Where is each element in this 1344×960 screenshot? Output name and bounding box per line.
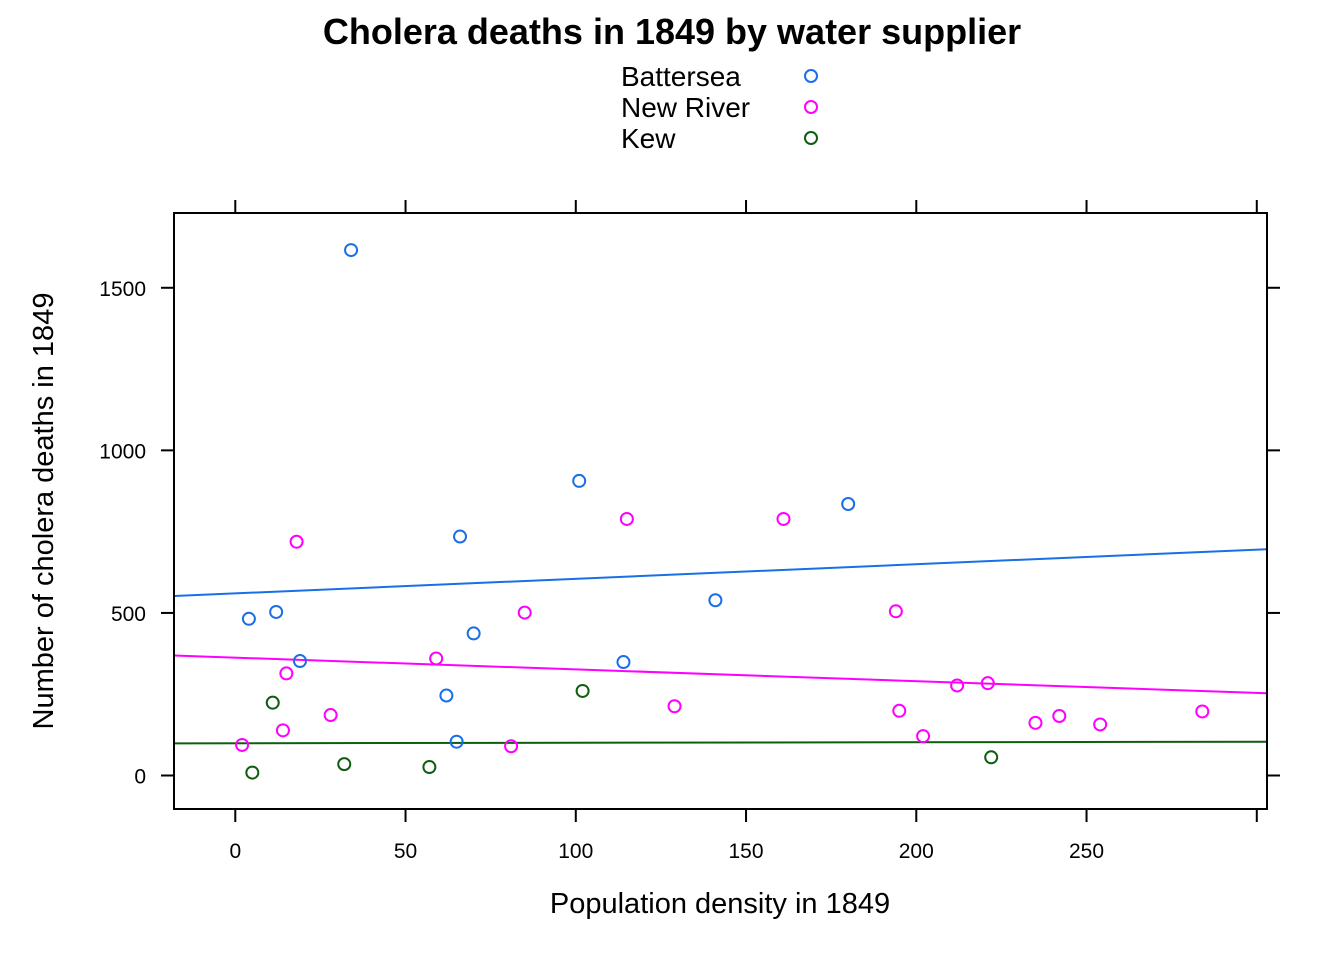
plot-frame	[173, 212, 1268, 810]
new-river-point	[235, 737, 250, 752]
axis-tick-labels: 0 50 100 150 200 250 0 500 1000 1500	[99, 278, 1104, 863]
new-river-point	[517, 605, 532, 620]
new-river-point	[888, 604, 903, 619]
new-river-point	[429, 651, 444, 666]
x-tick-label: 50	[394, 840, 417, 863]
regression-lines	[173, 548, 1268, 745]
y-axis-label: Number of cholera deaths in 1849	[28, 293, 60, 730]
x-tick-label: 0	[229, 840, 241, 863]
kew-point	[337, 757, 352, 772]
legend-label-new-river: New River	[621, 92, 750, 123]
battersea-point	[841, 497, 856, 512]
y-tick-label: 1000	[99, 440, 146, 463]
new-river-point	[619, 511, 634, 526]
new-river-point	[504, 739, 519, 754]
battersea-point	[449, 734, 464, 749]
battersea-point	[344, 243, 359, 258]
battersea-point	[453, 529, 468, 544]
new-river-point	[289, 534, 304, 549]
x-tick-label: 200	[899, 840, 934, 863]
legend-marker-kew	[804, 131, 818, 145]
battersea-point	[241, 611, 256, 626]
plot-area	[173, 243, 1268, 780]
y-tick-label: 1500	[99, 278, 146, 301]
legend-label-kew: Kew	[621, 123, 676, 154]
y-tick-label: 0	[134, 766, 146, 789]
battersea-point	[292, 654, 307, 669]
new-river-point	[323, 708, 338, 723]
kew-point	[984, 750, 999, 765]
x-tick-label: 250	[1069, 840, 1104, 863]
new-river-point	[1052, 709, 1067, 724]
legend-marker-new-river	[804, 100, 818, 114]
new-river-point	[892, 703, 907, 718]
new-river-point	[980, 676, 995, 691]
data-points	[235, 243, 1210, 780]
battersea-point	[572, 473, 587, 488]
legend-label-battersea: Battersea	[621, 61, 741, 92]
battersea-point	[269, 604, 284, 619]
new-river-point	[950, 678, 965, 693]
battersea-point	[439, 688, 454, 703]
chart-title: Cholera deaths in 1849 by water supplier	[323, 11, 1021, 52]
new-river-point	[1028, 715, 1043, 730]
legend-marker-battersea	[804, 69, 818, 83]
battersea-fit-line	[173, 548, 1268, 598]
new-river-point	[916, 729, 931, 744]
y-tick-label: 500	[111, 603, 146, 626]
kew-point	[575, 683, 590, 698]
battersea-point	[616, 655, 631, 670]
axis-ticks	[161, 200, 1280, 822]
kew-point	[265, 695, 280, 710]
x-tick-label: 150	[729, 840, 764, 863]
new-river-point	[667, 699, 682, 714]
new-river-point	[1195, 704, 1210, 719]
kew-point	[422, 760, 437, 775]
x-tick-label: 100	[558, 840, 593, 863]
kew-point	[245, 765, 260, 780]
new-river-point	[275, 723, 290, 738]
battersea-point	[466, 626, 481, 641]
kew-fit-line	[173, 740, 1268, 745]
new-river-point	[279, 666, 294, 681]
x-axis-label: Population density in 1849	[550, 888, 890, 920]
new-river-fit-line	[173, 654, 1268, 695]
new-river-point	[776, 511, 791, 526]
new-river-point	[1093, 717, 1108, 732]
battersea-point	[708, 593, 723, 608]
